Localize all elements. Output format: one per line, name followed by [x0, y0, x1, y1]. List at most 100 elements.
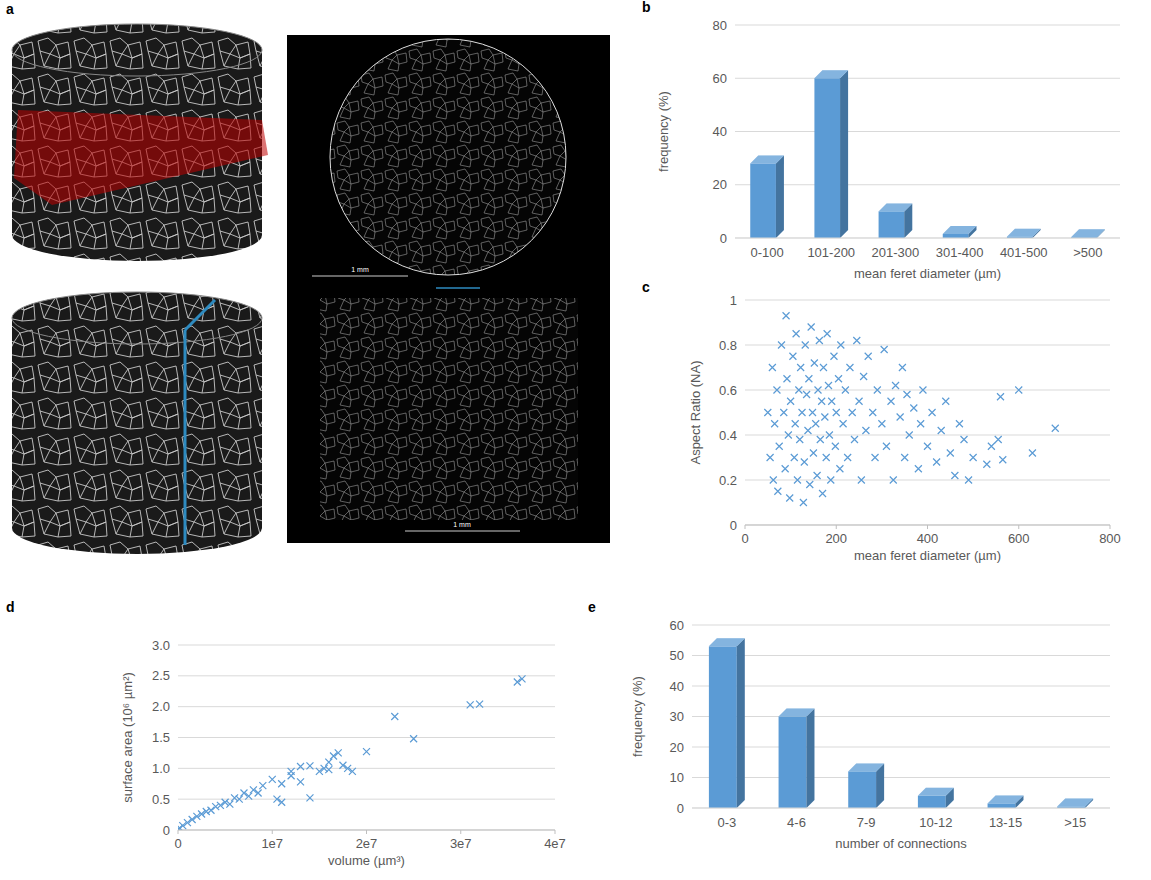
y-tick-label: 40: [713, 124, 727, 139]
bar: [1071, 229, 1105, 238]
point: [803, 391, 810, 398]
bar: [918, 788, 954, 808]
point: [837, 342, 844, 349]
bar-top: [750, 155, 784, 163]
x-tick-label: 400: [917, 531, 939, 546]
scale-bar-label: 1 mm: [453, 521, 471, 528]
x-tick: [745, 525, 746, 529]
y-tick-label: 2.5: [152, 668, 170, 683]
figure: a1 mm1 mmb020406080frequency (%)0-100101…: [0, 0, 1151, 880]
point: [844, 454, 851, 461]
y-tick-label: 60: [713, 71, 727, 86]
y-tick-label: 0: [677, 801, 684, 816]
x-tick-label: >15: [1064, 815, 1086, 830]
point: [217, 802, 224, 809]
x-tick: [1018, 525, 1019, 529]
point: [883, 443, 890, 450]
point: [278, 799, 285, 806]
bar-top: [814, 70, 848, 78]
point: [297, 778, 304, 785]
bar-top: [918, 788, 954, 796]
point: [809, 409, 816, 416]
point: [801, 459, 808, 466]
marks: [709, 638, 1093, 808]
point: [819, 490, 826, 497]
bar: [943, 226, 977, 238]
point: [862, 427, 869, 434]
point: [767, 454, 774, 461]
x-tick-label: 301-400: [936, 245, 984, 260]
point: [770, 477, 777, 484]
point: [306, 794, 313, 801]
point: [917, 420, 924, 427]
bar-front: [779, 717, 807, 809]
x-tick-label: 600: [1008, 531, 1030, 546]
point: [259, 782, 266, 789]
bar: [988, 795, 1024, 808]
cross-section: [330, 39, 566, 275]
x-tick-label: 200: [825, 531, 847, 546]
point: [961, 436, 968, 443]
point: [297, 763, 304, 770]
point: [811, 360, 818, 367]
point: [899, 364, 906, 371]
point: [1015, 387, 1022, 394]
bar-top-shade: [943, 226, 977, 234]
x-axis-title: mean feret diameter (µm): [854, 548, 1001, 563]
y-tick-label: 60: [670, 618, 684, 633]
point: [330, 753, 337, 760]
cut-line: [184, 330, 187, 545]
point: [842, 387, 849, 394]
point: [785, 432, 792, 439]
cut-line: [185, 300, 215, 330]
x-tick-label: 3e7: [450, 836, 472, 851]
bar: [814, 70, 848, 238]
point: [814, 472, 821, 479]
point: [915, 465, 922, 472]
grid-line: [692, 625, 1110, 626]
point: [773, 387, 780, 394]
x-tick-label: 7-9: [857, 815, 876, 830]
point: [853, 337, 860, 344]
y-tick-label: 1.0: [152, 761, 170, 776]
grid-line: [735, 184, 1120, 185]
point: [988, 443, 995, 450]
bar-side-shade: [776, 155, 784, 238]
y-tick-label: 3.0: [152, 638, 170, 653]
x-tick-label: 201-300: [872, 245, 920, 260]
panel-letter: b: [642, 0, 651, 15]
point: [906, 432, 913, 439]
grid-line: [745, 300, 1110, 301]
bar-top-shade: [1057, 798, 1093, 806]
bar-top: [1007, 229, 1041, 237]
panel-e: e0102030405060frequency (%)0-34-67-910-1…: [588, 599, 1110, 851]
point: [938, 427, 945, 434]
point: [815, 387, 822, 394]
point: [278, 780, 285, 787]
grid-line: [178, 645, 555, 646]
grid-line: [692, 655, 1110, 656]
bar-front: [943, 234, 969, 238]
bar-top: [848, 763, 884, 771]
point: [245, 793, 252, 800]
point: [410, 735, 417, 742]
bar-top: [1057, 798, 1093, 806]
x-tick: [272, 830, 273, 834]
x-tick-label: 4-6: [787, 815, 806, 830]
y-tick-label: 0: [163, 823, 170, 838]
grid-line: [745, 345, 1110, 346]
y-tick-label: 20: [670, 740, 684, 755]
point: [226, 801, 233, 808]
point: [1052, 425, 1059, 432]
bar-top-shade: [1007, 229, 1041, 237]
y-tick-label: 0.8: [719, 338, 737, 353]
point: [306, 762, 313, 769]
point: [325, 759, 332, 766]
point: [869, 409, 876, 416]
point: [865, 353, 872, 360]
point: [792, 420, 799, 427]
x-tick-label: 0: [741, 531, 748, 546]
marks: [764, 312, 1058, 506]
point: [858, 477, 865, 484]
point: [840, 420, 847, 427]
